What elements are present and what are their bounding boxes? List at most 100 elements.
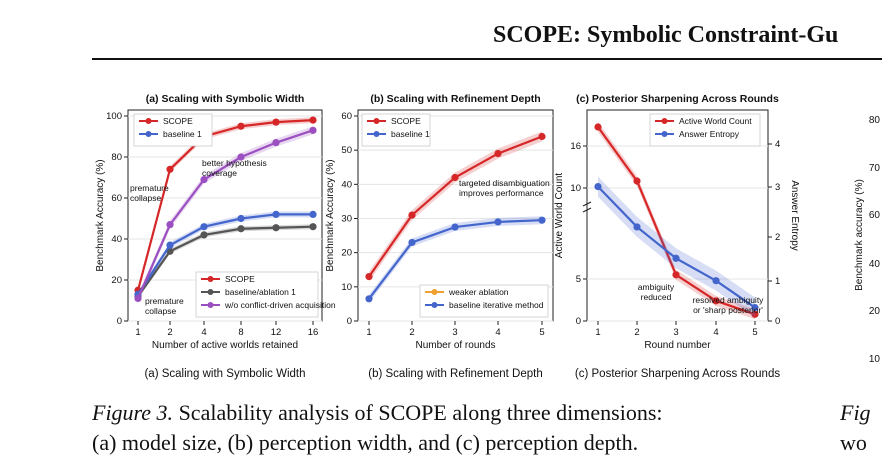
panel-c-ytick-label: 5 [576, 274, 581, 285]
panel-b-ytick-label: 0 [347, 316, 352, 327]
panel-c-ytick-right-label: 2 [775, 232, 780, 243]
panel-a-blue-series-point [237, 214, 245, 223]
panel-b-ytick-label: 40 [341, 179, 352, 190]
panel-a-xlabel: Number of active worlds retained [152, 340, 298, 351]
panel-a-xtick-label: 1 [135, 327, 140, 338]
panel-b-blue-series-point [451, 223, 459, 231]
panel-a-gray-series-point [237, 225, 245, 233]
panel-b-bottom-legend-box [419, 284, 549, 318]
panel-a-ytick-label: 80 [111, 152, 122, 163]
panel-a-bottom-legend-marker [207, 302, 214, 308]
panel-c-top-legend-marker [661, 118, 668, 124]
panel-c-xtick-label: 4 [713, 327, 718, 338]
panel-a-xtick-label: 8 [238, 327, 243, 338]
panel-b-top-legend-marker [373, 131, 380, 137]
panel-a-annotation: premature [130, 183, 169, 193]
panel-b-xtick-label: 4 [495, 327, 500, 338]
panel-b-bottom-legend-marker [431, 302, 438, 308]
panel-a-purple-series-point [237, 153, 245, 161]
panel-b-xlabel: Number of rounds [415, 340, 495, 351]
panel-b-xtick-label: 5 [539, 327, 544, 338]
panel-a-bottom-legend-marker [207, 289, 214, 295]
panel-c-title: (c) Posterior Sharpening Across Rounds [576, 93, 779, 105]
panel-c-annotation: reduced [641, 292, 672, 302]
right-figure-ytick-label: 20 [869, 306, 881, 317]
panel-b-ylabel: Benchmark Accuracy (%) [325, 159, 336, 271]
panel-b-title: (b) Scaling with Refinement Depth [370, 93, 540, 105]
panel-a-gray-series-point [309, 223, 317, 231]
right-figure-ytick-label: 70 [869, 163, 881, 174]
panel-c-ylabel: Active World Count [554, 173, 565, 259]
panel-c-annotation: or 'sharp posterior' [693, 305, 763, 315]
panel-a-annotation: better hypothesis [202, 158, 267, 168]
panel-b-ytick-label: 20 [341, 248, 352, 259]
panel-c-blue-series-point [672, 254, 680, 262]
panel-b-ytick-label: 10 [341, 282, 352, 293]
panel-c-blue-series-point [751, 303, 759, 312]
panel-a-gray-series-line [137, 225, 314, 298]
panel-a-blue-series-point [309, 210, 317, 218]
right-figure-ytick-label: 80 [869, 115, 881, 126]
panel-a-blue-series-line [137, 213, 313, 295]
right-figure-caption: Fig wo [840, 398, 871, 458]
panel-c-subcaption: (c) Posterior Sharpening Across Rounds [575, 368, 780, 380]
panel-c-annotation: ambiguity [638, 282, 675, 292]
panel-a-top-legend-marker [145, 118, 152, 124]
panel-b-top-legend-box [361, 113, 431, 147]
panel-c-xtick-label: 3 [673, 327, 678, 338]
figure-caption: Figure 3. Scalability analysis of SCOPE … [92, 398, 812, 458]
panel-b-blue-series-band [369, 216, 542, 303]
panel-c-xtick-label: 2 [634, 327, 639, 338]
right-figure-ytick-label: 60 [869, 210, 881, 221]
panel-a-blue-series-point [272, 210, 280, 218]
panel-c-ytick-label: 16 [570, 141, 581, 152]
panel-b-red-series-point [451, 173, 459, 182]
panel-c-ytick-right-label: 3 [775, 182, 780, 193]
panel-c-annotation: resolved ambiguity [693, 295, 765, 305]
panel-b-red-series-point [538, 132, 546, 141]
panel-a-red-series-point [272, 118, 280, 126]
panel-b-red-series-point [408, 211, 416, 219]
panel-a-xtick-label: 12 [271, 327, 282, 338]
panel-c-axis-break [582, 201, 592, 213]
panel-a-gray-series-point [272, 224, 280, 232]
caption-text-line2: (a) model size, (b) perception width, an… [92, 430, 639, 455]
panel-c-xtick-label: 1 [595, 327, 600, 338]
panel-a-xtick-label: 16 [308, 327, 319, 338]
panel-c-red-series-point [712, 297, 720, 305]
panel-a-red-series-point [309, 116, 317, 124]
panel-c-ytick-right-label: 4 [775, 139, 780, 150]
right-figure-ytick-label: 10 [869, 354, 881, 365]
panel-b-subcaption: (b) Scaling with Refinement Depth [368, 368, 543, 380]
panel-b-annotation: targeted disambiguation [459, 178, 550, 188]
right-caption-line1: Fig [840, 400, 871, 425]
panel-b-bottom-legend-label: baseline iterative method [449, 300, 544, 310]
panel-c-red-series-band [598, 122, 755, 320]
panel-a-ytick-label: 100 [106, 111, 122, 122]
panel-a-annotation: coverage [202, 168, 237, 178]
panel-a-blue-series-point [166, 241, 174, 249]
panel-a-red-series-point [166, 165, 174, 173]
panel-c-red-series-point [633, 177, 641, 185]
panel-b-xtick-label: 2 [409, 327, 414, 338]
panel-a-ylabel: Benchmark Accuracy (%) [95, 159, 106, 271]
panel-b-red-series-band [369, 131, 542, 282]
panel-b-xtick-label: 1 [366, 327, 371, 338]
panel-a-annotation: premature [145, 296, 184, 306]
panel-a-top-legend-label: SCOPE [163, 116, 193, 126]
panel-b-bottom-legend-label: weaker ablation [448, 287, 509, 297]
panel-a-bottom-legend-marker [207, 276, 214, 282]
panel-a-subcaption: (a) Scaling with Symbolic Width [144, 368, 305, 380]
panel-a-ytick-label: 60 [111, 193, 122, 204]
panel-c-red-series-point [672, 271, 680, 279]
panel-c-top-legend-label: Answer Entropy [679, 129, 740, 139]
panel-b-blue-series-point [494, 218, 502, 226]
panel-b-blue-series-point [408, 238, 416, 247]
panel-c-xlabel: Round number [644, 340, 711, 351]
panel-a-purple-series-point [166, 221, 174, 229]
panel-c-xtick-label: 5 [752, 327, 757, 338]
panel-a-bottom-legend-label: w/o conflict-driven acquisition [224, 300, 336, 310]
panel-a-top-legend-label: baseline 1 [163, 129, 202, 139]
panel-b-red-series-point [494, 149, 502, 158]
